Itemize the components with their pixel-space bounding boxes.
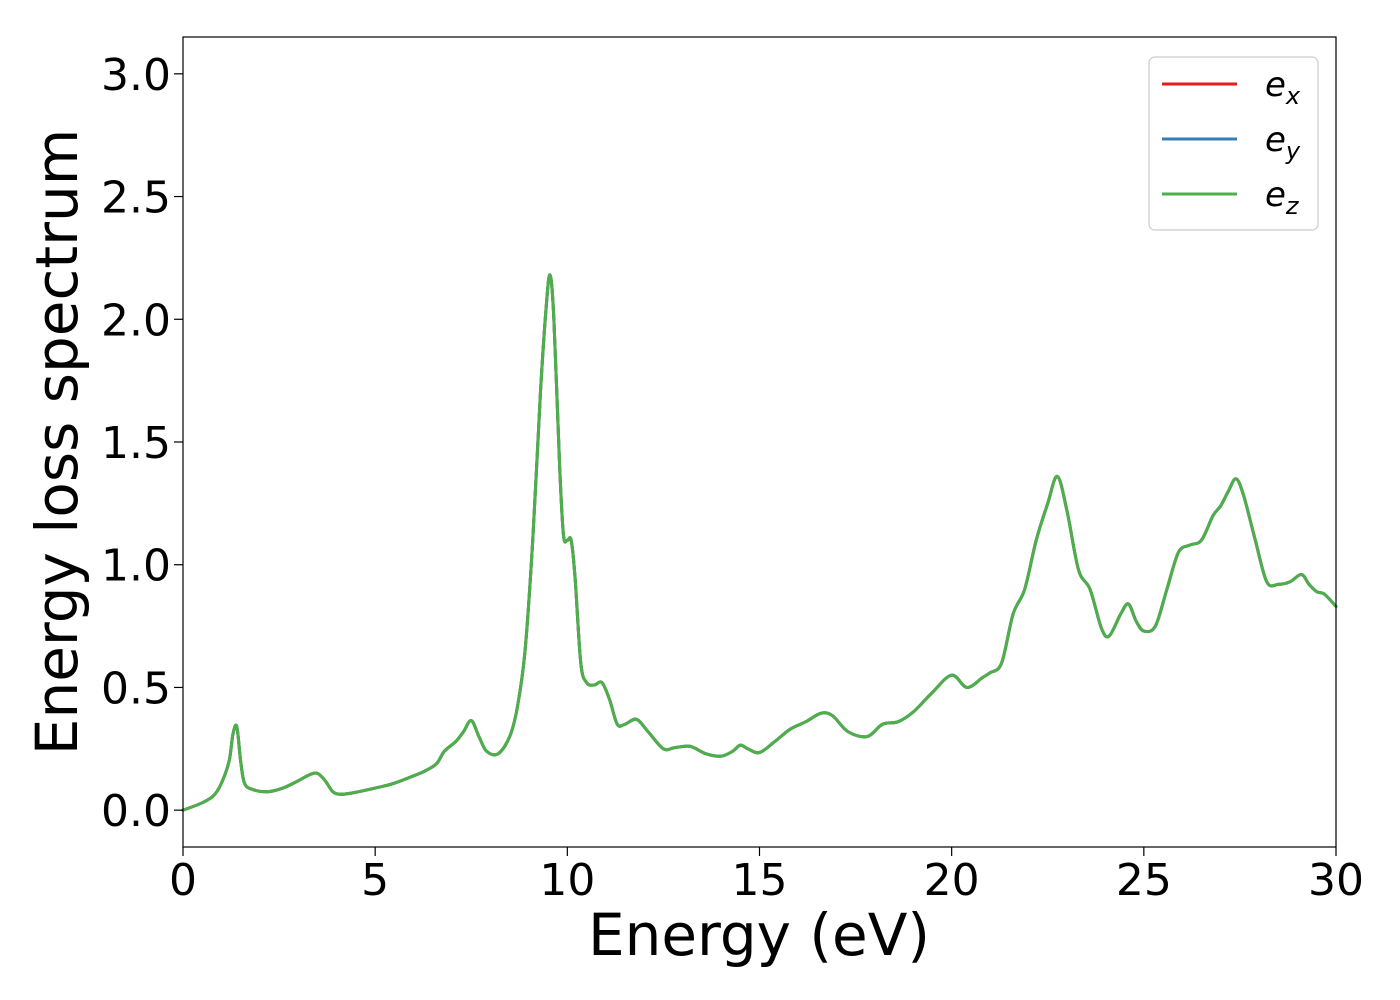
y-tick-label: 1.5 — [101, 418, 171, 469]
legend-label-ex: ex — [1265, 65, 1301, 110]
x-tick-label: 0 — [169, 855, 197, 906]
y-tick-label: 2.0 — [101, 295, 171, 346]
y-tick-label: 1.0 — [101, 541, 171, 592]
x-tick-label: 5 — [361, 855, 389, 906]
legend-frame — [1148, 56, 1319, 231]
x-tick-label: 20 — [924, 855, 980, 906]
y-tick-label: 3.0 — [101, 50, 171, 101]
legend: ex ey ez — [1148, 56, 1319, 231]
y-axis-label: Energy loss spectrum — [23, 129, 91, 755]
x-tick-label: 30 — [1308, 855, 1364, 906]
series-line-ez — [181, 273, 1338, 812]
y-tick-label: 0.5 — [101, 663, 171, 714]
y-tick-label: 0.0 — [101, 786, 171, 837]
y-axis: 0.0 0.5 1.0 1.5 2.0 2.5 3.0 — [101, 50, 183, 837]
legend-label-ey: ey — [1265, 120, 1301, 165]
x-tick-label: 25 — [1116, 855, 1172, 906]
x-axis: 0 5 10 15 20 25 30 — [169, 847, 1364, 906]
plot-background — [183, 37, 1336, 847]
series-layer — [181, 273, 1338, 812]
x-tick-label: 10 — [539, 855, 595, 906]
y-tick-label: 2.5 — [101, 173, 171, 224]
legend-label-ez: ez — [1265, 175, 1300, 220]
x-axis-label: Energy (eV) — [588, 901, 930, 969]
x-tick-label: 15 — [732, 855, 788, 906]
